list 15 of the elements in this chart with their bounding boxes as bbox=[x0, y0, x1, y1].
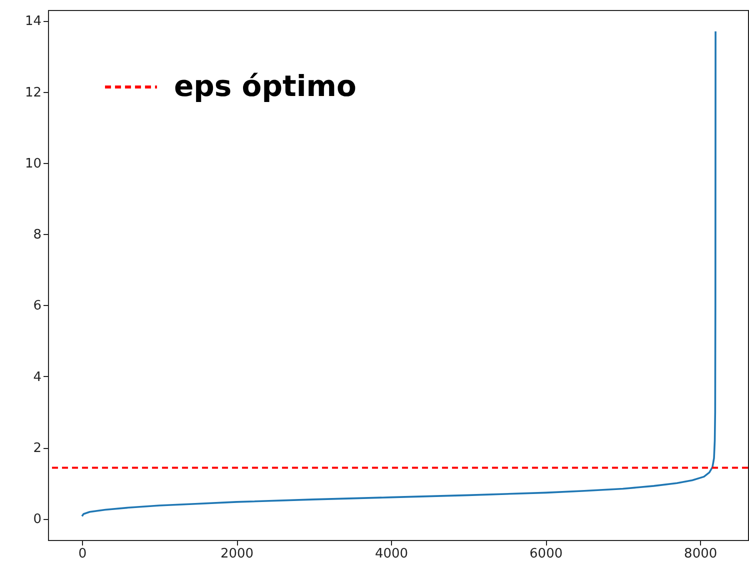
y-tick-label: 6 bbox=[33, 298, 42, 314]
line-series bbox=[81, 30, 716, 518]
x-tick-label: 6000 bbox=[530, 546, 563, 562]
x-tick-label: 4000 bbox=[375, 546, 408, 562]
x-tick-label: 2000 bbox=[220, 546, 254, 562]
y-tick-label: 8 bbox=[33, 228, 42, 243]
y-tick-label: 0 bbox=[33, 512, 42, 528]
y-tick-label: 4 bbox=[33, 370, 42, 385]
y-tick-label: 10 bbox=[24, 156, 42, 172]
x-tick-label: 8000 bbox=[684, 546, 718, 562]
y-tick-label: 2 bbox=[33, 441, 42, 456]
y-tick-label: 12 bbox=[24, 85, 42, 100]
y-tick-label: 14 bbox=[24, 14, 42, 30]
legend-label: eps óptimo bbox=[174, 69, 356, 103]
x-tick-label: 0 bbox=[78, 546, 87, 562]
